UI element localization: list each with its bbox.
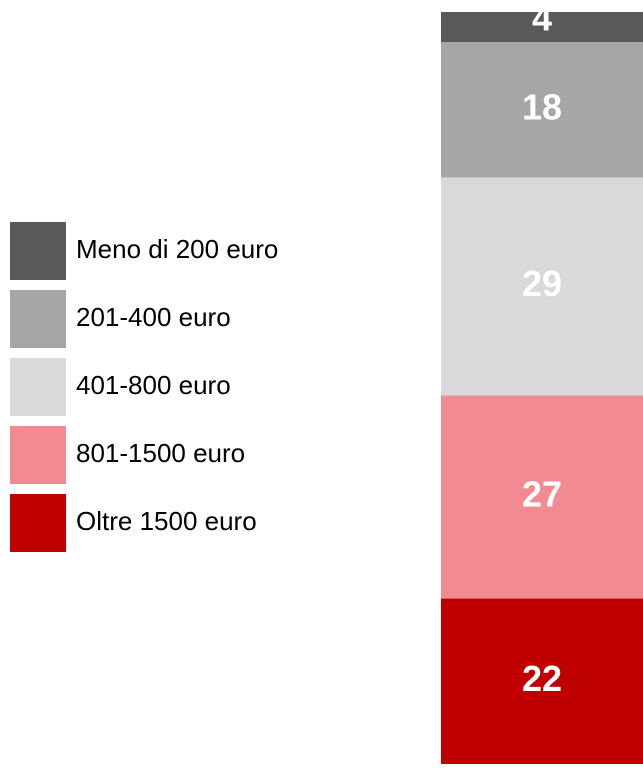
legend-swatch [10,358,66,416]
legend-swatch [10,222,66,280]
bar-segment [441,42,643,178]
legend-label: 401-800 euro [76,370,231,400]
legend-label: Meno di 200 euro [76,234,278,264]
bar-segment [441,395,643,599]
data-label: 22 [522,658,562,699]
data-label: 18 [522,86,562,127]
legend-label: 801-1500 euro [76,438,245,468]
bar-segment [441,598,643,764]
legend-swatch [10,426,66,484]
legend-label: Oltre 1500 euro [76,506,257,536]
data-label: 27 [522,474,562,515]
legend-swatch [10,494,66,552]
legend-swatch [10,290,66,348]
legend-label: 201-400 euro [76,302,231,332]
bar-segment [441,12,643,43]
data-label: 29 [522,263,562,304]
data-label: 4 [532,0,552,39]
bar-segment [441,177,643,396]
